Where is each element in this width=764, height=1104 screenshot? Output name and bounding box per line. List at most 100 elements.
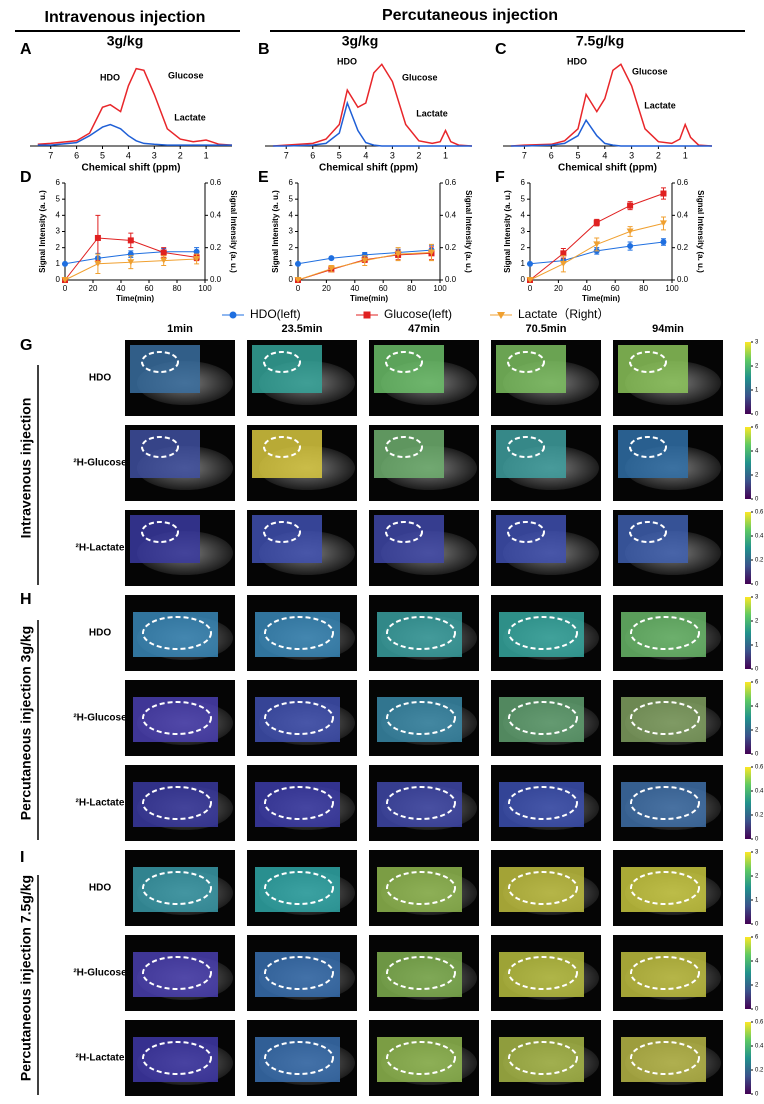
peak-label: Glucose (168, 70, 204, 80)
y-tick-label: 1 (521, 259, 526, 268)
panel-letter: D (20, 169, 32, 186)
peak-label: Lactate (174, 112, 206, 122)
x-tick-label: 5 (576, 150, 581, 160)
y-tick-label: 3 (289, 227, 294, 236)
y-tick-label: 1 (289, 259, 294, 268)
colorbar-tick-label: 0.4 (755, 1044, 764, 1050)
series-line (529, 193, 664, 281)
roi-outline (386, 1041, 456, 1075)
row-label: ²H-Glucose (73, 458, 127, 469)
x-tick-label: 5 (100, 150, 105, 160)
roi-outline (386, 616, 456, 650)
heatmap-overlay (133, 867, 218, 912)
x-tick-label: 0 (63, 284, 68, 293)
colorbar-tick-label: 0 (755, 582, 759, 588)
roi-outline (142, 786, 212, 820)
x-tick-label: 3 (152, 150, 157, 160)
point (627, 243, 634, 250)
colorbar (745, 512, 751, 584)
heatmap-overlay (130, 515, 200, 563)
section-label: Percutaneous injection 7.5g/kg (18, 875, 34, 1081)
colorbar-tick-label: 1 (755, 643, 759, 649)
x-tick-label: 80 (407, 284, 416, 293)
y2-tick-label: 0.0 (210, 275, 222, 284)
colorbar-tick-label: 0.4 (755, 534, 764, 540)
legend-label: HDO(left) (250, 307, 301, 321)
y2-tick-label: 0.4 (445, 210, 457, 219)
x-tick-label: 5 (337, 150, 342, 160)
heatmap-overlay (499, 952, 584, 997)
colorbar-tick-label: 6 (755, 425, 759, 431)
x-tick-label: 40 (582, 284, 591, 293)
time-label: 47min (408, 323, 440, 335)
x-tick-label: 60 (379, 284, 388, 293)
roi-outline (507, 521, 545, 543)
peak-label: Lactate (644, 100, 676, 110)
x-tick-label: 1 (683, 150, 688, 160)
heatmap-overlay (130, 430, 200, 478)
x-tick-label: 6 (549, 150, 554, 160)
x-tick-label: 2 (416, 150, 421, 160)
heatmap-overlay (252, 430, 322, 478)
y-tick-label: 3 (56, 227, 61, 236)
panel-letter: G (20, 337, 32, 354)
point (193, 255, 201, 262)
y2-tick-label: 0.0 (677, 275, 689, 284)
heatmap-overlay (255, 697, 340, 742)
spectrum-line (272, 63, 473, 147)
y2-tick-label: 0.2 (210, 243, 222, 252)
roi-outline (264, 956, 334, 990)
roi-outline (263, 351, 301, 373)
time-label: 23.5min (282, 323, 323, 335)
y-tick-label: 0 (56, 275, 61, 284)
colorbar-tick-label: 0 (755, 1092, 759, 1098)
colorbar-tick-label: 0.2 (755, 1068, 764, 1074)
x-tick-label: 20 (322, 284, 331, 293)
colorbar-tick-label: 2 (755, 874, 759, 880)
point (61, 277, 69, 283)
section-label: Percutaneous injection 3g/kg (18, 626, 34, 821)
x-tick-label: 0 (528, 284, 533, 293)
x-axis-label: Time(min) (582, 294, 620, 303)
roi-outline (386, 871, 456, 905)
point (127, 237, 134, 244)
row-label: ²H-Glucose (73, 968, 127, 979)
roi-outline (629, 351, 667, 373)
panel-title: 3g/kg (342, 33, 379, 49)
heatmap-overlay (377, 952, 462, 997)
point (294, 277, 302, 283)
point (560, 250, 567, 257)
roi-outline (508, 786, 578, 820)
roi-outline (385, 521, 423, 543)
colorbar-tick-label: 3 (755, 340, 759, 346)
point (660, 190, 667, 197)
x-tick-label: 60 (611, 284, 620, 293)
y-axis-label: Signal Intensity (a. u.) (271, 190, 280, 273)
roi-outline (508, 701, 578, 735)
time-label: 1min (167, 323, 193, 335)
colorbar-tick-label: 2 (755, 728, 759, 734)
point (659, 220, 667, 227)
y-tick-label: 3 (521, 227, 526, 236)
point (94, 234, 101, 241)
legend-marker (363, 311, 371, 319)
peak-label: Glucose (402, 72, 438, 82)
point (627, 202, 634, 209)
row-label: HDO (89, 628, 111, 639)
time-label: 70.5min (526, 323, 567, 335)
peak-label: HDO (567, 56, 587, 66)
panel-letter: F (495, 169, 505, 186)
legend-marker (229, 311, 237, 319)
point (94, 260, 102, 267)
colorbar-tick-label: 4 (755, 449, 759, 455)
point (327, 265, 335, 272)
roi-outline (142, 1041, 212, 1075)
heatmap-overlay (133, 952, 218, 997)
roi-outline (507, 351, 545, 373)
legend-label: Glucose(left) (384, 307, 452, 321)
heatmap-overlay (255, 952, 340, 997)
x-tick-label: 2 (178, 150, 183, 160)
x-tick-label: 20 (554, 284, 563, 293)
spectrum-line (511, 118, 712, 147)
heatmap-overlay (499, 697, 584, 742)
